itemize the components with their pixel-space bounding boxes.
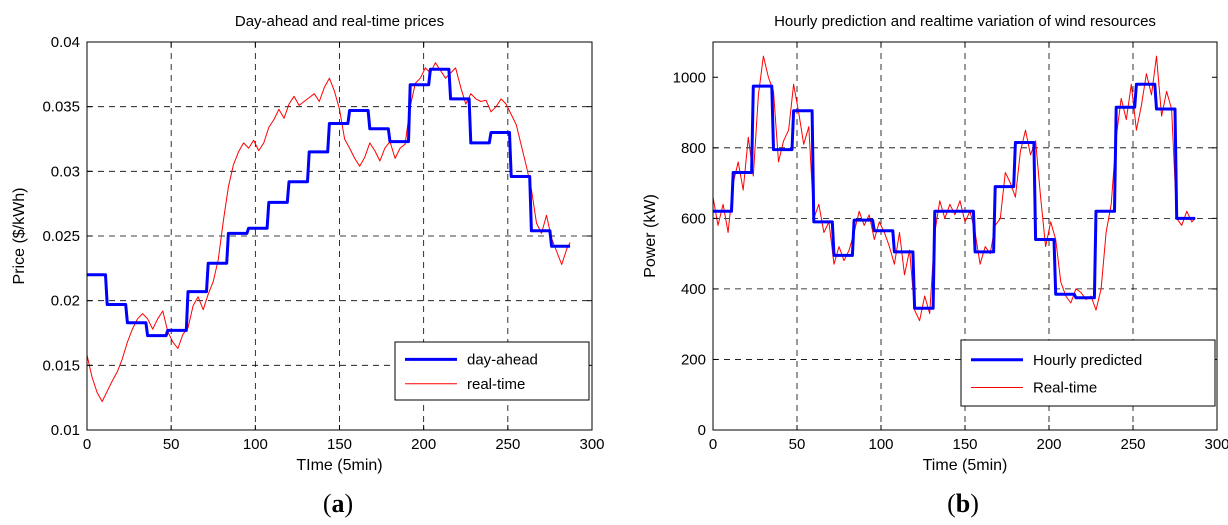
x-tick-label: 300 [579, 436, 604, 453]
y-ticks: 0.01 0.015 0.02 0.025 0.03 0.035 0.04 [42, 34, 592, 439]
series-line-day-ahead [87, 67, 571, 338]
x-axis-label: Time (5min) [923, 457, 1008, 474]
x-tick-label: 200 [1036, 436, 1061, 453]
x-tick-label: 100 [243, 436, 268, 453]
legend-label-real-time: Real-time [1033, 380, 1097, 397]
y-tick-label: 0 [698, 422, 706, 439]
legend: Hourly predicted Real-time [960, 339, 1216, 407]
y-ticks: 0 200 400 600 800 1000 [673, 69, 1217, 439]
y-axis-label: Price ($/kWh) [11, 188, 28, 285]
y-tick-label: 0.02 [51, 293, 80, 310]
x-ticks: 0 50 100 150 200 250 300 [83, 42, 605, 453]
series-marks [712, 55, 1196, 322]
chart-a: 0 50 100 150 200 250 300 0.010.0150.020.0250.0… [11, 13, 605, 518]
legend-box [960, 339, 1216, 407]
y-tick-label: 0.035 [42, 99, 80, 116]
y-tick-label: 200 [681, 351, 706, 368]
y-tick-label: 0.03 [51, 163, 80, 180]
x-tick-label: 150 [327, 436, 352, 453]
x-tick-label: 50 [163, 436, 180, 453]
panel-label-b: (b) [947, 489, 979, 518]
y-tick-label: 0.04 [51, 34, 80, 51]
legend: day-ahead real-time [394, 341, 590, 401]
x-tick-label: 0 [83, 436, 91, 453]
y-tick-label: 800 [681, 140, 706, 157]
legend-label-day-ahead: day-ahead [467, 351, 538, 368]
x-tick-label: 150 [952, 436, 977, 453]
x-tick-label: 250 [1120, 436, 1145, 453]
legend-label-real-time: real-time [467, 376, 525, 393]
panel-letter: a [332, 489, 345, 518]
panel-open-paren: ( [323, 489, 332, 518]
panel-open-paren: ( [947, 489, 956, 518]
legend-box [394, 341, 590, 401]
y-tick-label: 0.01 [51, 422, 80, 439]
x-tick-label: 200 [411, 436, 436, 453]
y-axis-label: Power (kW) [642, 194, 659, 278]
chart-title: Hourly prediction and realtime variation… [774, 13, 1156, 30]
y-tick-label: 1000 [673, 69, 706, 86]
x-ticks: 0 50 100 150 200 250 300 [709, 42, 1228, 453]
x-tick-label: 300 [1204, 436, 1228, 453]
chart-b: 0 50 100 150 200 250 300 0 200 400 600 800 1000 Hou… [642, 13, 1228, 518]
x-tick-label: 50 [789, 436, 806, 453]
panel-close-paren: ) [970, 489, 979, 518]
legend-label-hourly-predicted: Hourly predicted [1033, 352, 1142, 369]
y-tick-label: 0.025 [42, 228, 80, 245]
series-marks [86, 62, 571, 402]
y-tick-label: 0.015 [42, 357, 80, 374]
panel-label-a: (a) [323, 489, 353, 518]
x-tick-label: 250 [495, 436, 520, 453]
chart-title: Day-ahead and real-time prices [235, 13, 444, 30]
panel-close-paren: ) [345, 489, 354, 518]
y-tick-label: 600 [681, 210, 706, 227]
x-tick-label: 0 [709, 436, 717, 453]
y-tick-label: 400 [681, 281, 706, 298]
series-line-hourly-predicted [713, 82, 1196, 310]
x-axis-label: TIme (5min) [296, 457, 382, 474]
panel-letter: b [956, 489, 970, 518]
x-tick-label: 100 [868, 436, 893, 453]
